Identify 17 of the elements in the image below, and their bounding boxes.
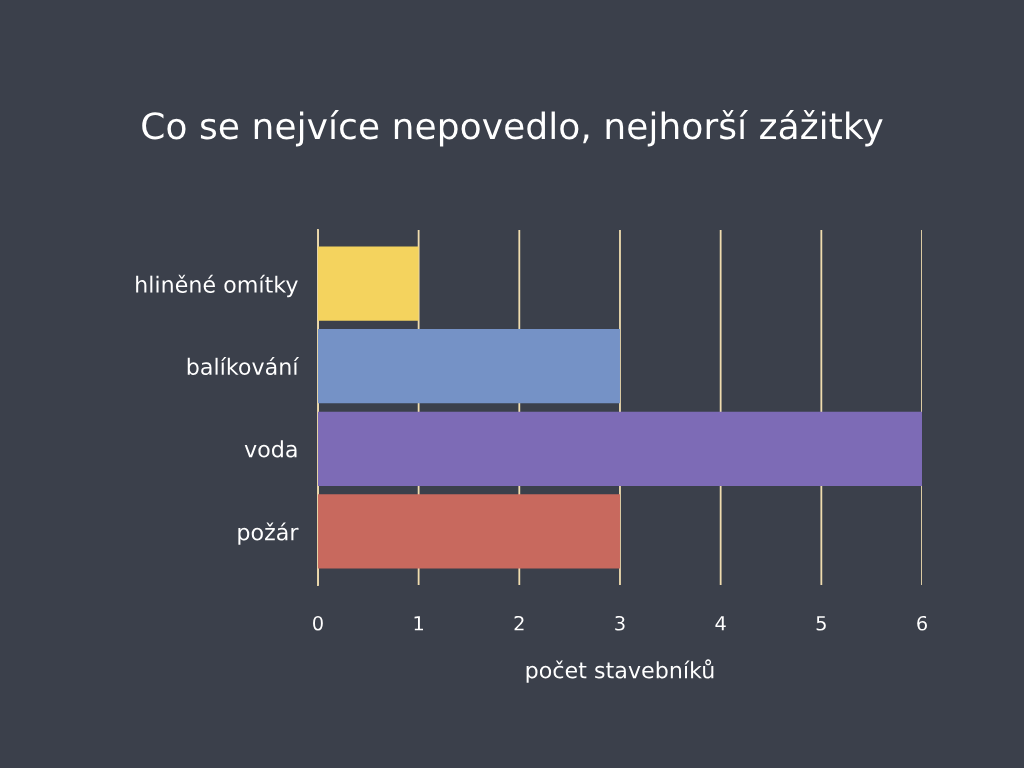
x-tick-label: 6 xyxy=(917,615,927,631)
y-tick-label: hliněné omítky xyxy=(136,274,298,298)
x-tick-label: 0 xyxy=(313,615,323,631)
y-tick-label: požár xyxy=(238,522,299,545)
y-tick-label: voda xyxy=(244,440,297,458)
x-tick-label: 2 xyxy=(514,615,524,631)
x-tick-label: 3 xyxy=(615,615,625,631)
x-tick-label: 4 xyxy=(715,616,726,631)
bar xyxy=(317,329,620,404)
x-tick-label: 1 xyxy=(414,616,424,631)
x-tick-label: 5 xyxy=(816,616,826,631)
bar xyxy=(317,246,419,321)
y-tick-label: balíkování xyxy=(187,356,300,375)
bar xyxy=(317,411,923,486)
x-axis-title: počet stavebníků xyxy=(526,659,714,683)
chart-title: Co se nejvíce nepovedlo, nejhorší zážitky xyxy=(142,110,883,147)
bar xyxy=(317,494,620,569)
